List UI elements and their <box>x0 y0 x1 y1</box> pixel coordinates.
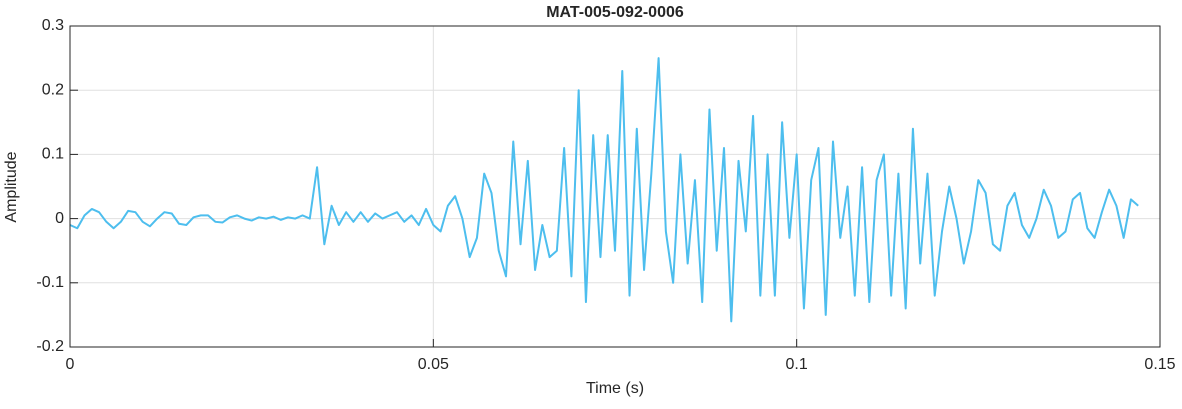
x-axis-label: Time (s) <box>586 380 644 397</box>
x-tick-label: 0.15 <box>1144 356 1175 373</box>
chart-title: MAT-005-092-0006 <box>546 4 684 21</box>
waveform-line <box>69 57 1139 323</box>
y-tick-label: -0.1 <box>36 274 64 291</box>
x-tick-label: 0.05 <box>418 356 449 373</box>
x-tick-label: 0.1 <box>786 356 808 373</box>
y-tick-label: 0.3 <box>42 17 64 34</box>
x-tick-label: 0 <box>66 356 75 373</box>
axes-box <box>69 25 1161 348</box>
plot-area <box>70 26 1160 347</box>
y-axis-label: Amplitude <box>3 151 20 222</box>
y-tick-label: -0.2 <box>36 338 64 355</box>
y-tick-label: 0.1 <box>42 146 64 163</box>
y-tick-label: 0.2 <box>42 81 64 98</box>
y-tick-label: 0 <box>55 210 64 227</box>
